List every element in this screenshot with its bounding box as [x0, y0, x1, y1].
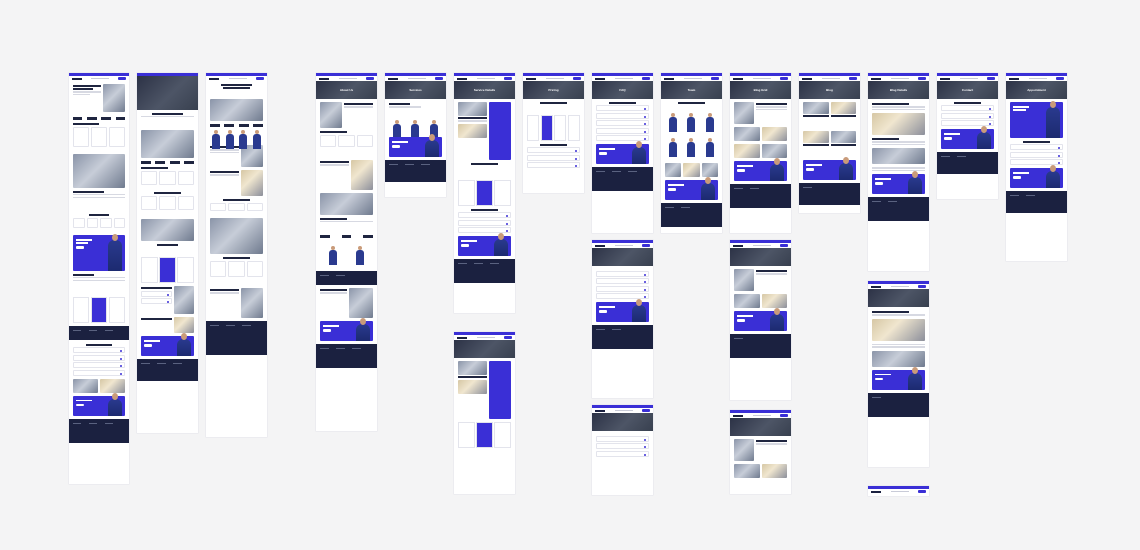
page-contact[interactable]: Contact: [937, 73, 998, 199]
page-blog-grid-3[interactable]: [730, 410, 791, 494]
top-bar: [137, 73, 198, 76]
page-home-2[interactable]: [137, 73, 198, 433]
navbar: [69, 76, 129, 81]
page-about[interactable]: About Us: [316, 73, 377, 431]
page-service-details-2[interactable]: [454, 332, 515, 494]
page-team[interactable]: Team: [661, 73, 722, 233]
page-faq[interactable]: FAQ: [592, 73, 653, 233]
page-blog-grid-2[interactable]: [730, 240, 791, 400]
hero-title: Pricing: [548, 87, 559, 92]
logo: [72, 77, 82, 80]
hero-title: FAQ: [619, 87, 626, 92]
hero-title: Blog Grid: [753, 87, 768, 92]
top-bar: [69, 73, 129, 76]
page-faq-3[interactable]: [592, 405, 653, 495]
hero-title: Team: [687, 87, 696, 92]
page-pricing[interactable]: Pricing: [523, 73, 584, 193]
page-home-1[interactable]: [69, 73, 129, 484]
page-services[interactable]: Services: [385, 73, 446, 197]
hero-title: Blog: [826, 87, 833, 92]
hero-title: Blog Details: [889, 87, 908, 92]
page-blog-details-2[interactable]: [868, 281, 929, 467]
nav-cta-button: [118, 77, 126, 80]
page-blog-details-3[interactable]: [868, 486, 929, 496]
hero-title: Service Details: [473, 87, 496, 92]
hero-title: About Us: [339, 87, 354, 92]
hero-title: Services: [409, 87, 422, 92]
hero-title: Contact: [961, 87, 974, 92]
page-appointment[interactable]: Appointment: [1006, 73, 1067, 261]
nav-links: [91, 77, 109, 80]
hero-title: Appointment: [1027, 87, 1046, 92]
page-blog-details[interactable]: Blog Details: [868, 73, 929, 271]
page-blog[interactable]: Blog: [799, 73, 860, 213]
page-home-3[interactable]: [206, 73, 267, 437]
page-faq-2[interactable]: [592, 240, 653, 398]
page-blog-grid[interactable]: Blog Grid: [730, 73, 791, 233]
page-service-details[interactable]: Service Details: [454, 73, 515, 313]
top-bar: [206, 73, 267, 76]
